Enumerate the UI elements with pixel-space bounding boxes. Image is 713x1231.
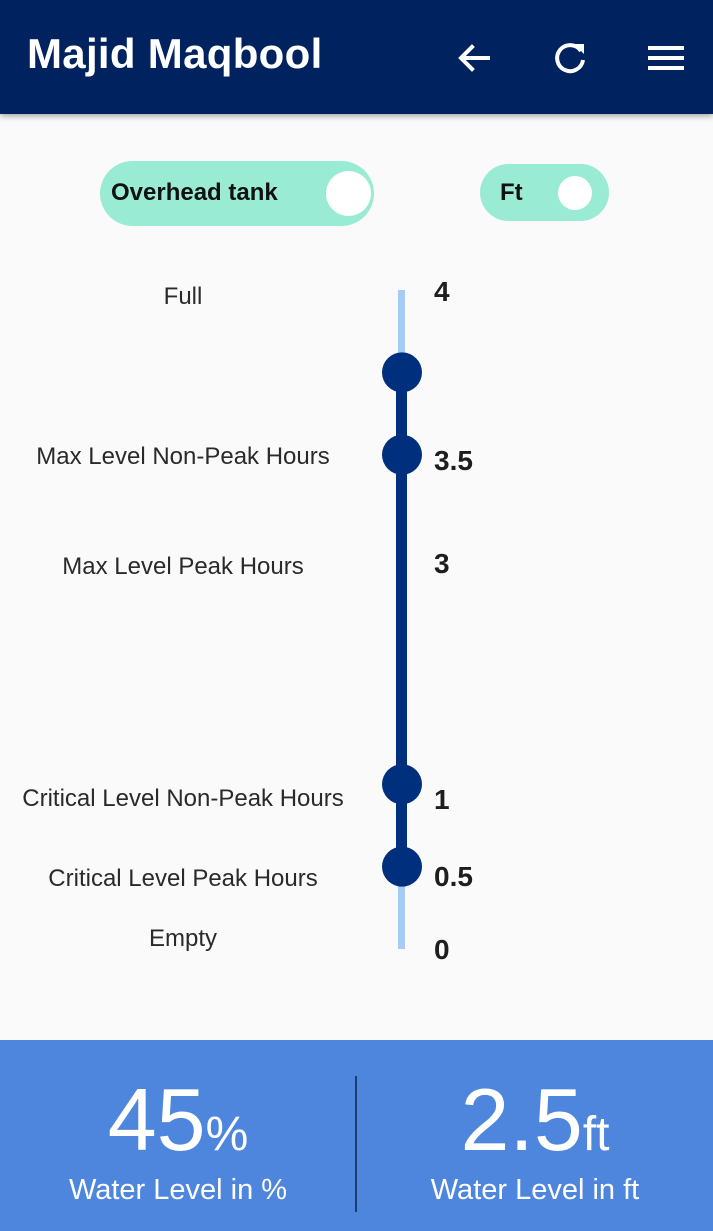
level-slider[interactable] [0,240,713,1020]
ft-caption: Water Level in ft [430,1174,640,1206]
ft-stat: 2.5ft Water Level in ft [357,1076,713,1207]
menu-button[interactable] [642,34,690,82]
max-non-peak-value: 3.5 [434,445,473,476]
percent-value: 45 [107,1070,206,1169]
full-value: 4 [434,276,450,307]
max-non-peak-label: Max Level Non-Peak Hours [36,443,330,470]
app-bar: Majid Maqbool [0,0,713,114]
hamburger-menu-icon [648,46,684,70]
max-peak-value: 3 [434,548,450,579]
unit-label: Ft [500,179,523,206]
refresh-icon [555,43,585,74]
ft-unit: ft [582,1108,610,1161]
unit-toggle-knob [558,176,592,210]
refresh-button[interactable] [546,34,594,82]
percent-unit: % [205,1108,249,1161]
critical-non-peak-label: Critical Level Non-Peak Hours [22,785,344,812]
critical-non-peak-value: 1 [434,784,450,815]
empty-value: 0 [434,934,450,965]
water-level-panel: 45% Water Level in % 2.5ft Water Level i… [0,1040,713,1231]
back-button[interactable] [450,34,498,82]
full-label: Full [163,283,203,310]
unit-toggle[interactable]: Ft [480,164,609,221]
slider-track-active [396,372,407,867]
thumb-max-peak[interactable] [382,434,422,475]
max-peak-label: Max Level Peak Hours [62,553,304,580]
percent-stat: 45% Water Level in % [0,1076,356,1207]
critical-peak-label: Critical Level Peak Hours [48,865,318,892]
tank-type-label: Overhead tank [111,179,278,206]
arrow-left-icon [458,44,490,72]
panel-divider [355,1076,357,1212]
thumb-critical-peak[interactable] [382,846,422,887]
thumb-critical-non-peak[interactable] [382,764,422,805]
percent-caption: Water Level in % [68,1174,288,1206]
empty-label: Empty [148,925,217,952]
thumb-max-non-peak[interactable] [382,352,422,393]
ft-value: 2.5 [460,1070,583,1169]
critical-peak-value: 0.5 [434,861,473,892]
app-title: Majid Maqbool [27,30,323,77]
tank-toggle-knob [326,171,371,216]
tank-type-toggle[interactable]: Overhead tank [100,161,374,226]
tank-level-slider-area: Full 4 Max Level Non-Peak Hours 3.5 Max … [0,240,713,1020]
